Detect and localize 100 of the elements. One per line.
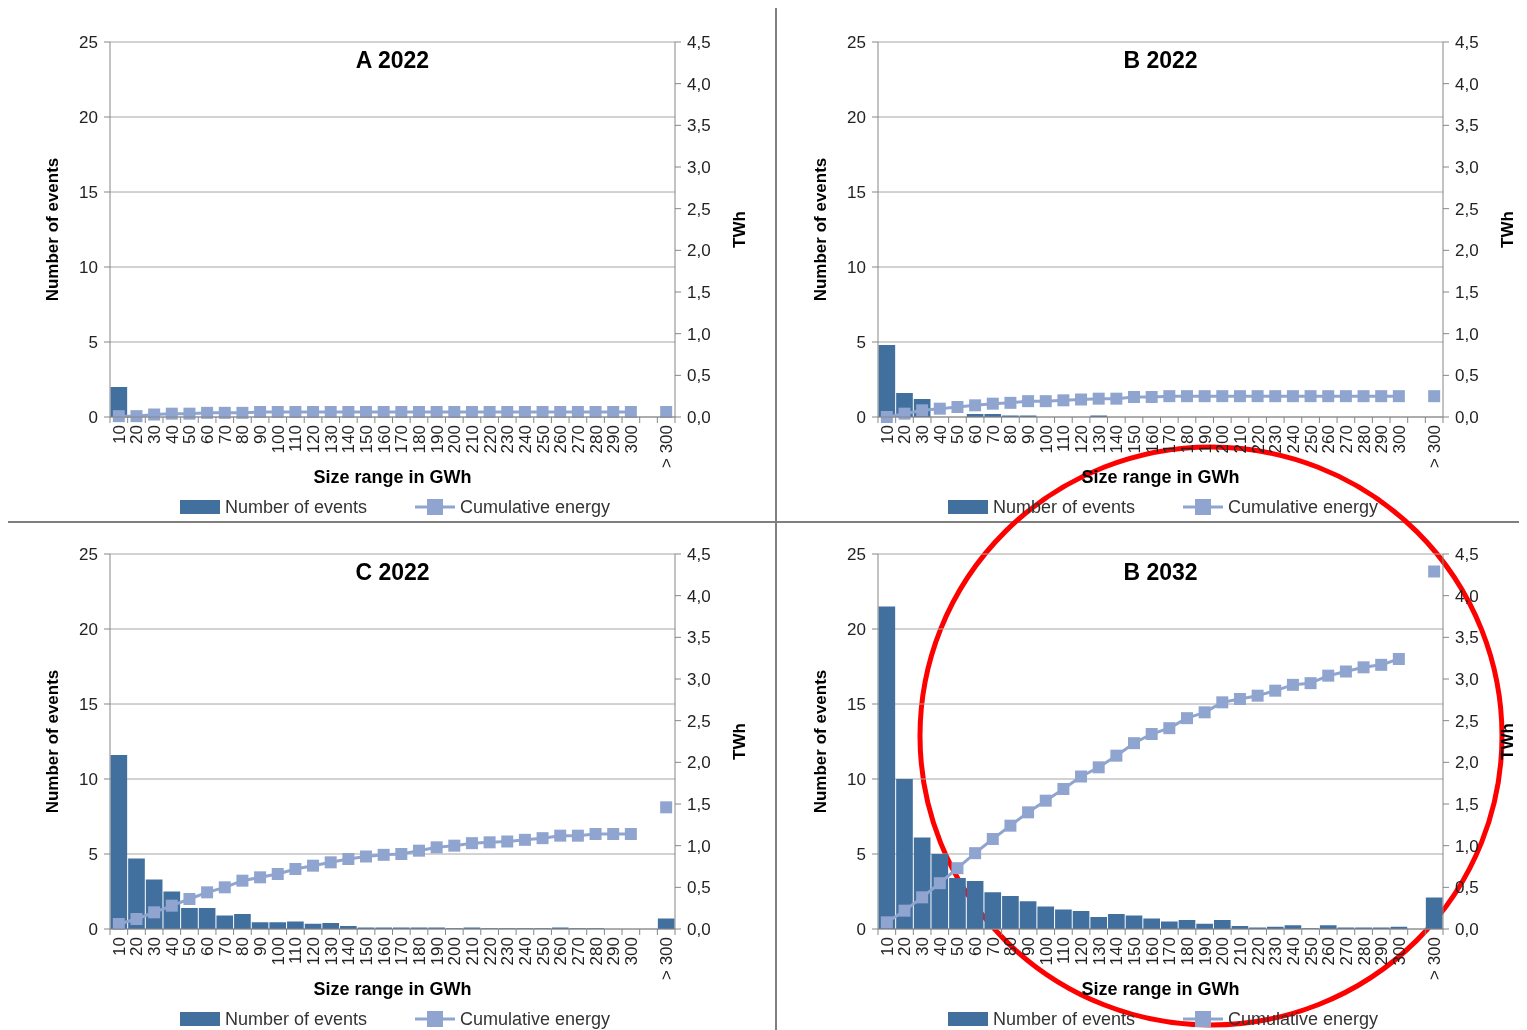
x-tick-label: 50 [180,937,200,956]
x-tick-label: 40 [930,937,950,956]
y2-tick-label: 1,0 [1455,324,1479,344]
y-tick-label: 0 [88,919,98,939]
y2-axis-title: TWh [1498,211,1517,248]
y2-tick-label: 2,5 [1455,711,1479,731]
x-tick-label: 40 [930,425,950,444]
y-tick-label: 15 [79,694,98,714]
x-tick-label: 100 [268,425,288,454]
x-tick-label: 80 [1001,425,1021,444]
y2-tick-label: 3,0 [687,157,711,177]
x-tick-label: 90 [1019,425,1039,444]
y-tick-label: 15 [79,182,98,202]
y2-tick-label: 1,5 [687,282,711,302]
chart-title: A 2022 [355,47,430,73]
x-tick-label: 10 [109,425,129,444]
y2-tick-label: 3,5 [1455,116,1479,136]
x-tick-label: 30 [913,937,933,956]
y-axis-title: Number of events [43,157,62,302]
x-tick-label: 140 [1107,937,1127,966]
y2-tick-label: 3,5 [687,628,711,648]
x-tick-label: 100 [1036,937,1056,966]
x-tick-label: 150 [1124,937,1144,966]
chart-title: B 2032 [1123,559,1198,585]
legend-label: Cumulative energy [460,497,611,518]
y2-tick-label: 0,0 [687,919,711,939]
x-tick-label: 200 [445,937,465,966]
y2-tick-label: 0,5 [1455,366,1479,386]
x-tick-label: 300 [621,937,641,966]
y2-tick-label: 3,0 [1455,669,1479,689]
x-tick-label: 280 [1354,937,1374,966]
x-tick-label: 50 [180,425,200,444]
x-tick-label: 230 [498,425,518,454]
x-tick-label: 250 [533,937,553,966]
x-tick-label: 140 [1107,425,1127,454]
x-tick-label: 290 [604,937,624,966]
x-tick-label: 210 [462,937,482,966]
y-tick-label: 5 [88,844,98,864]
y-tick-label: 20 [847,107,866,127]
y-tick-label: 20 [847,619,866,639]
x-tick-label: 270 [1336,425,1356,454]
x-axis-title: Size range in GWh [313,979,472,999]
x-tick-label: 80 [233,937,253,956]
x-tick-label: 60 [966,937,986,956]
x-tick-label: 110 [286,937,306,965]
x-tick-label: 30 [145,425,165,444]
y2-tick-label: 3,5 [1455,628,1479,648]
x-tick-label: 220 [480,425,500,454]
x-tick-label: 40 [162,937,182,956]
x-tick-label: 110 [286,425,306,453]
x-tick-label: > 300 [657,937,677,981]
x-tick-label: 190 [427,425,447,454]
x-tick-label: 30 [913,425,933,444]
x-tick-label: 150 [356,425,376,454]
y2-tick-label: 4,5 [1455,32,1479,52]
y2-tick-label: 3,0 [687,669,711,689]
y2-tick-label: 2,0 [1455,753,1479,773]
legend-label: Cumulative energy [460,1009,611,1030]
x-tick-label: 260 [1319,425,1339,454]
x-tick-label: 170 [392,937,412,966]
y2-tick-label: 2,0 [687,753,711,773]
x-tick-label: 220 [480,937,500,966]
x-tick-label: 230 [1266,937,1286,966]
x-tick-label: 140 [339,425,359,454]
x-tick-label: 300 [1389,937,1409,966]
x-tick-label: 20 [895,937,915,956]
x-tick-label: 230 [498,937,518,966]
x-tick-label: 280 [586,425,606,454]
x-tick-label: 110 [1054,425,1074,453]
x-tick-label: 90 [251,937,271,956]
x-tick-label: 180 [409,937,429,966]
legend-label: Number of events [225,1009,368,1030]
x-tick-label: 120 [1072,937,1091,966]
x-tick-label: 290 [1372,425,1392,454]
x-tick-label: 220 [1248,937,1268,966]
y-tick-label: 25 [847,32,866,52]
x-tick-label: 20 [127,425,147,444]
x-tick-label: 130 [321,937,341,966]
y-axis-title: Number of events [43,669,62,814]
x-tick-label: 190 [1195,937,1215,966]
x-tick-label: 260 [551,937,571,966]
y2-tick-label: 3,5 [687,116,711,136]
x-tick-label: 70 [215,937,235,956]
y-tick-label: 0 [856,919,866,939]
x-tick-label: 170 [392,425,412,454]
x-tick-label: 290 [1372,937,1392,966]
x-tick-label: 300 [621,425,641,454]
x-tick-label: 290 [604,425,624,454]
x-tick-label: 280 [586,937,606,966]
y2-tick-label: 2,0 [687,241,711,261]
y-tick-label: 5 [856,844,866,864]
x-tick-label: 270 [1336,937,1356,966]
x-tick-label: 240 [515,425,535,454]
y2-tick-label: 1,0 [1455,836,1479,856]
y-tick-label: 15 [847,182,866,202]
x-axis-title: Size range in GWh [1081,467,1240,487]
x-tick-label: 170 [1160,937,1180,966]
x-tick-label: 120 [304,937,323,966]
x-tick-label: 240 [1283,937,1303,966]
x-tick-label: 100 [1036,425,1056,454]
